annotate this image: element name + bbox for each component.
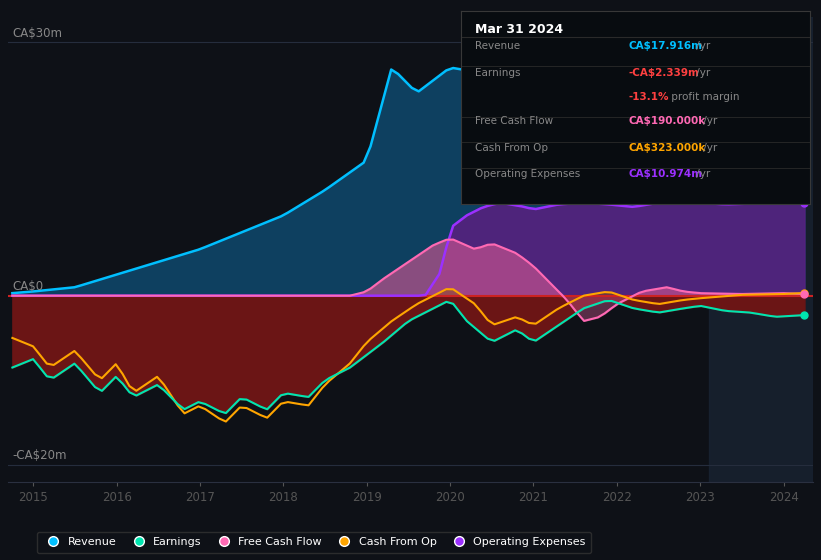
Text: Free Cash Flow: Free Cash Flow	[475, 116, 553, 127]
Text: CA$17.916m: CA$17.916m	[629, 41, 703, 51]
Text: CA$0: CA$0	[12, 280, 44, 293]
Text: CA$30m: CA$30m	[12, 27, 62, 40]
Text: CA$10.974m: CA$10.974m	[629, 169, 703, 179]
Point	[798, 140, 811, 149]
Text: /yr: /yr	[694, 68, 711, 78]
Text: Earnings: Earnings	[475, 68, 521, 78]
Text: profit margin: profit margin	[668, 92, 740, 102]
Text: -13.1%: -13.1%	[629, 92, 669, 102]
Point	[798, 288, 811, 297]
Text: -CA$20m: -CA$20m	[12, 449, 67, 462]
Point	[798, 198, 811, 207]
Bar	[709, 17, 813, 482]
Text: -CA$2.339m: -CA$2.339m	[629, 68, 699, 78]
Text: Revenue: Revenue	[475, 41, 521, 51]
Text: /yr: /yr	[699, 143, 717, 152]
Legend: Revenue, Earnings, Free Cash Flow, Cash From Op, Operating Expenses: Revenue, Earnings, Free Cash Flow, Cash …	[37, 531, 591, 553]
Text: Mar 31 2024: Mar 31 2024	[475, 23, 563, 36]
Text: CA$190.000k: CA$190.000k	[629, 116, 706, 127]
Point	[798, 290, 811, 298]
Text: /yr: /yr	[694, 169, 711, 179]
Text: CA$323.000k: CA$323.000k	[629, 143, 706, 152]
Point	[798, 311, 811, 320]
Text: Operating Expenses: Operating Expenses	[475, 169, 580, 179]
Text: /yr: /yr	[699, 116, 717, 127]
Text: Cash From Op: Cash From Op	[475, 143, 548, 152]
Text: /yr: /yr	[694, 41, 711, 51]
